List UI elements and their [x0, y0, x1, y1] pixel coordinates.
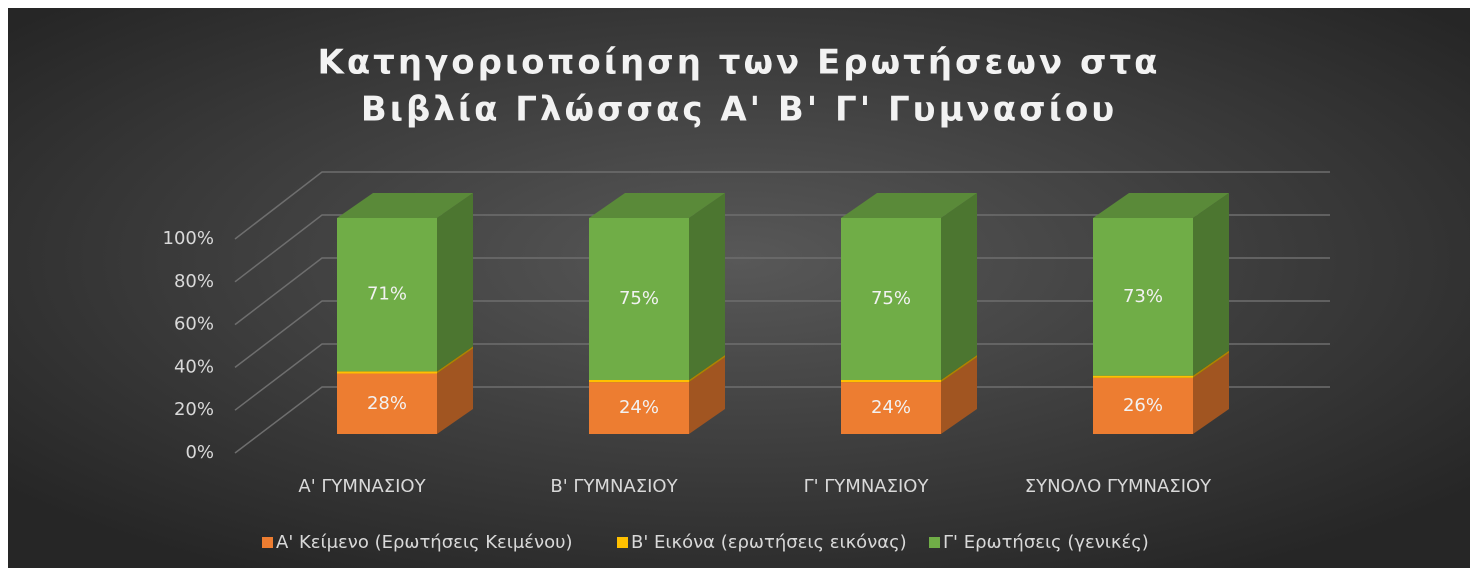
bar [841, 382, 941, 434]
bar [337, 218, 437, 372]
bar-top [337, 193, 473, 218]
y-tick-label: 80% [174, 271, 214, 292]
bar-side [1193, 193, 1229, 376]
data-label: 26% [1123, 395, 1163, 416]
grid-line [234, 343, 1330, 411]
legend-swatch [262, 537, 273, 548]
data-label: 75% [619, 288, 659, 309]
y-tick-label: 20% [174, 399, 214, 420]
bar [337, 373, 437, 434]
bar [337, 371, 437, 374]
bar-top [1093, 193, 1229, 218]
bar-side [689, 193, 725, 380]
grid-line [234, 171, 1330, 240]
x-tick-label: Α' ΓΥΜΝΑΣΙΟΥ [298, 476, 426, 497]
bar [841, 380, 941, 383]
y-tick-label: 0% [185, 442, 214, 463]
bar [589, 218, 689, 380]
bar-side [437, 193, 473, 372]
grid-line [234, 257, 1330, 326]
bar-side [941, 357, 977, 434]
bar-side [437, 346, 473, 374]
bar-top [841, 193, 977, 218]
y-tick-label: 40% [174, 356, 214, 377]
bar [589, 380, 689, 383]
bar [589, 382, 689, 434]
data-label: 24% [871, 397, 911, 418]
legend-label: Γ' Ερωτήσεις (γενικές) [943, 532, 1149, 553]
y-tick-label: 60% [174, 314, 214, 335]
bar-side [689, 357, 725, 434]
x-tick-label: Γ' ΓΥΜΝΑΣΙΟΥ [804, 476, 930, 497]
bar-top [589, 193, 725, 218]
chart-title: Βιβλία Γλώσσας Α' Β' Γ' Γυμνασίου [361, 90, 1117, 130]
data-label: 71% [367, 284, 407, 305]
legend-label: Α' Κείμενο (Ερωτήσεις Κειμένου) [276, 532, 573, 553]
bar-side [689, 355, 725, 383]
data-label: 24% [619, 397, 659, 418]
data-label: 75% [871, 288, 911, 309]
bar [1093, 375, 1193, 378]
bar-side [437, 348, 473, 434]
legend-swatch [929, 537, 940, 548]
bar-side [941, 193, 977, 380]
grid-line [234, 300, 1330, 368]
chart-title: Κατηγοριοποίηση των Ερωτήσεων στα [317, 43, 1160, 83]
grid-line [234, 214, 1330, 283]
bar [1093, 218, 1193, 376]
y-tick-label: 100% [163, 228, 214, 249]
grid-line [234, 386, 1330, 454]
legend-swatch [617, 537, 628, 548]
bar-side [941, 355, 977, 383]
bar [841, 218, 941, 380]
x-tick-label: Β' ΓΥΜΝΑΣΙΟΥ [550, 476, 678, 497]
bar-side [1193, 350, 1229, 378]
x-tick-label: ΣΥΝΟΛΟ ΓΥΜΝΑΣΙΟΥ [1025, 476, 1212, 497]
legend-label: Β' Εικόνα (ερωτήσεις εικόνας) [631, 532, 907, 553]
data-label: 73% [1123, 286, 1163, 307]
bar-side [1193, 352, 1229, 434]
bar [1093, 377, 1193, 434]
data-label: 28% [367, 393, 407, 414]
